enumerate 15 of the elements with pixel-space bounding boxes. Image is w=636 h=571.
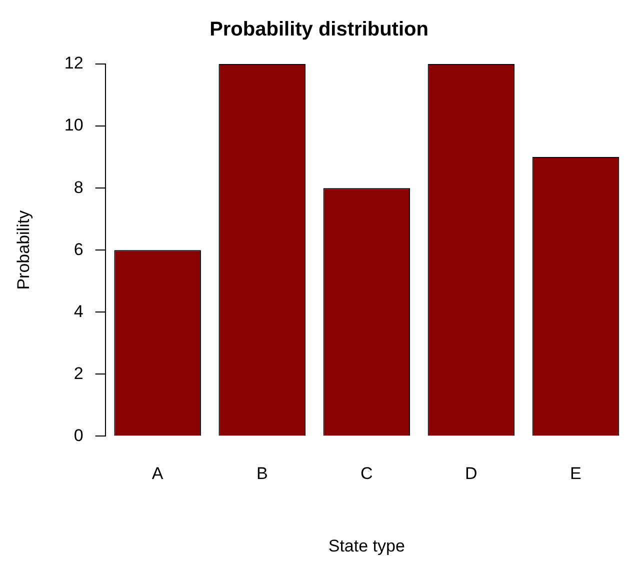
y-tick-label: 12: [64, 54, 84, 73]
y-tick-label: 4: [74, 302, 84, 321]
x-tick-label: D: [465, 464, 478, 484]
x-tick-label: B: [256, 464, 268, 484]
y-tick-label: 6: [74, 240, 84, 259]
x-tick-label: E: [570, 464, 582, 484]
y-tick-label: 8: [74, 178, 84, 197]
y-tick-label: 2: [74, 364, 84, 383]
x-axis-title: State type: [328, 536, 405, 556]
x-tick-label: A: [152, 464, 164, 484]
x-tick-label: C: [360, 464, 373, 484]
chart-title: Probability distribution: [210, 18, 428, 41]
y-tick-label: 0: [74, 426, 84, 445]
y-tick-label: 10: [64, 116, 84, 135]
y-axis-title: Probability: [14, 210, 33, 290]
